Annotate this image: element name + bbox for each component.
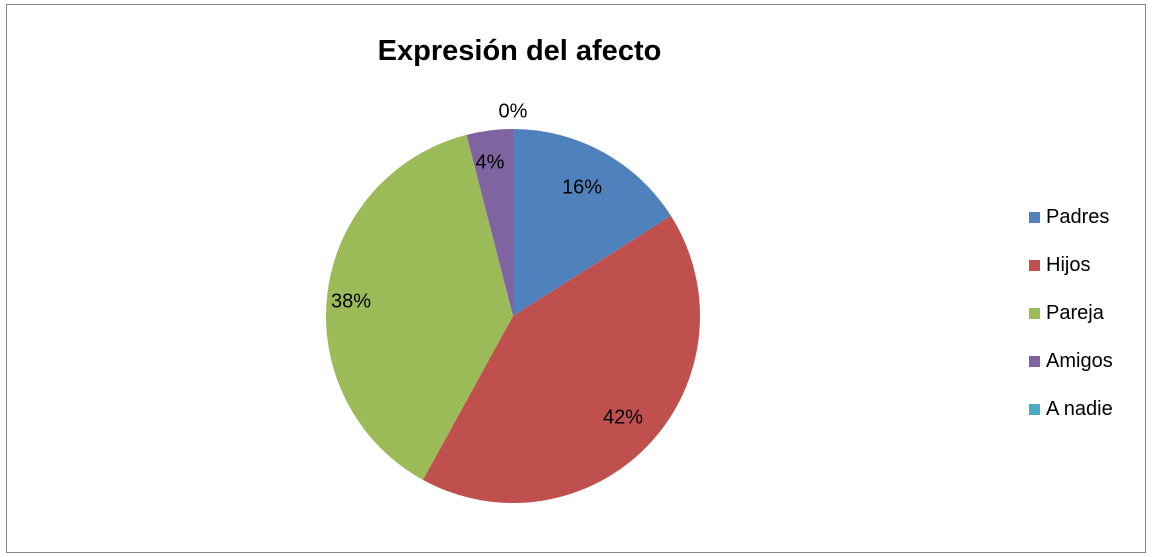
pie-slice-padres [513, 129, 671, 316]
legend-item-padres: Padres [1029, 193, 1113, 241]
pie-data-labels: 16% 42% 38% 4% 0% [331, 100, 643, 428]
data-label-hijos: 42% [603, 406, 643, 428]
data-label-a-nadie: 0% [499, 100, 528, 122]
pie-slice-pareja [326, 134, 513, 480]
pie-slice-amigos [466, 129, 513, 316]
legend-label-hijos: Hijos [1046, 253, 1091, 276]
legend-item-pareja: Pareja [1029, 289, 1113, 337]
pie-slices [326, 129, 701, 504]
legend-swatch-a-nadie [1029, 403, 1040, 415]
pie-slice-hijos [422, 215, 701, 504]
legend-label-pareja: Pareja [1046, 301, 1104, 324]
legend-item-hijos: Hijos [1029, 241, 1113, 289]
legend-swatch-amigos [1029, 355, 1040, 367]
legend-swatch-pareja [1029, 307, 1040, 319]
data-label-pareja: 38% [331, 290, 371, 312]
pie-chart: 16% 42% 38% 4% 0% [326, 100, 701, 504]
legend-swatch-padres [1029, 211, 1040, 223]
legend-label-padres: Padres [1046, 205, 1110, 228]
chart-area: Expresión del afecto 16% 42% 38% 4% 0% Padre… [6, 4, 1146, 553]
chart-title: Expresión del afecto [377, 35, 662, 67]
legend-item-a-nadie: A nadie [1029, 385, 1113, 433]
data-label-padres: 16% [562, 176, 602, 198]
legend-swatch-hijos [1029, 259, 1040, 271]
legend-item-amigos: Amigos [1029, 337, 1113, 385]
legend-label-amigos: Amigos [1046, 349, 1113, 372]
data-label-amigos: 4% [476, 151, 505, 173]
legend: Padres Hijos Pareja Amigos A nadie [1029, 205, 1113, 445]
legend-label-a-nadie: A nadie [1046, 397, 1113, 420]
